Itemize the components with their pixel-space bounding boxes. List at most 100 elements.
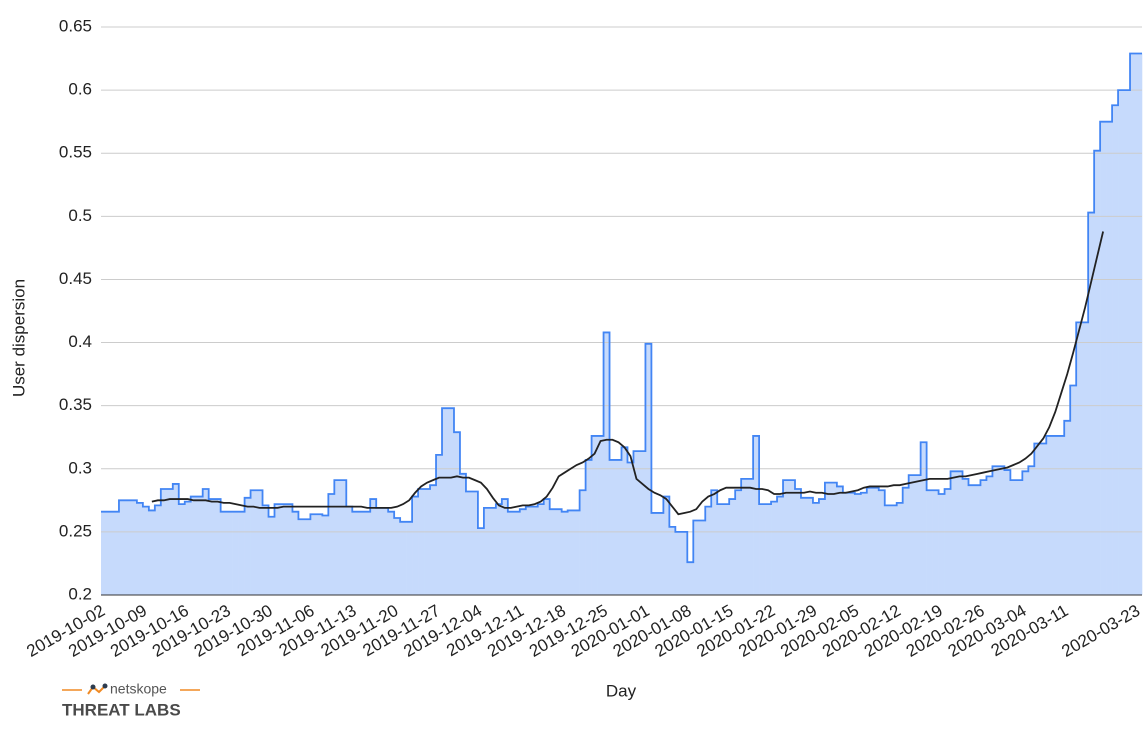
y-tick-label: 0.55 xyxy=(59,143,92,162)
area-step xyxy=(525,506,533,595)
y-tick-label: 0.5 xyxy=(68,206,92,225)
area-step xyxy=(579,490,586,595)
area-step xyxy=(639,451,646,595)
area-step xyxy=(812,502,820,595)
area-step xyxy=(1040,443,1047,595)
area-step xyxy=(920,442,927,595)
area-step xyxy=(1016,480,1023,595)
area-step xyxy=(214,499,221,595)
area-step xyxy=(196,496,204,595)
area-step xyxy=(645,343,652,595)
area-step xyxy=(543,499,551,595)
area-step xyxy=(208,499,215,595)
area-step xyxy=(675,531,682,595)
area-step xyxy=(842,492,850,595)
area-step xyxy=(1004,470,1011,595)
area-step xyxy=(573,510,580,595)
area-step xyxy=(591,435,598,595)
logo-label: THREAT LABS xyxy=(62,700,181,719)
area-step xyxy=(723,504,730,595)
y-tick-label: 0.6 xyxy=(68,80,92,99)
area-step xyxy=(908,475,915,595)
area-step xyxy=(771,501,778,595)
y-tick-label: 0.2 xyxy=(68,584,92,603)
logo-brand: netskope xyxy=(110,681,167,697)
area-step xyxy=(376,507,383,595)
step-outline xyxy=(101,52,1142,564)
area-step xyxy=(160,488,168,595)
area-step xyxy=(1136,53,1143,596)
area-step xyxy=(471,491,479,595)
area-step xyxy=(286,504,293,595)
area-step xyxy=(657,512,664,595)
area-step xyxy=(495,504,503,595)
grid xyxy=(101,26,1142,596)
area-step xyxy=(914,475,921,595)
area-step xyxy=(382,507,389,595)
area-step xyxy=(759,504,766,595)
y-tick-label: 0.25 xyxy=(59,521,92,540)
area-step xyxy=(795,488,802,595)
area-step xyxy=(394,518,401,595)
area-step xyxy=(806,497,814,595)
area-step xyxy=(902,487,909,595)
area-step xyxy=(1106,121,1113,596)
area-step xyxy=(346,506,353,595)
area-step xyxy=(747,478,754,595)
area-step xyxy=(453,432,461,595)
area-step xyxy=(627,462,634,595)
area-step xyxy=(430,485,437,595)
area-step xyxy=(513,511,521,595)
area-step xyxy=(998,466,1005,595)
area-step xyxy=(830,482,838,595)
series-lines xyxy=(101,52,1142,564)
area-step xyxy=(328,494,335,595)
area-step xyxy=(783,480,790,595)
area-step xyxy=(154,505,162,595)
area-step xyxy=(166,488,174,595)
y-axis-title: User dispersion xyxy=(9,279,28,397)
area-step xyxy=(489,507,497,595)
area-step xyxy=(424,488,431,595)
area-step xyxy=(531,506,539,595)
area-step xyxy=(753,435,760,595)
area-step xyxy=(477,528,485,595)
area-step xyxy=(190,496,198,595)
logo: netskope THREAT LABS xyxy=(62,681,200,719)
area-step xyxy=(986,476,993,595)
area-step xyxy=(1058,435,1065,595)
area-step xyxy=(1064,420,1071,595)
area-step xyxy=(256,490,263,595)
area-step xyxy=(1112,105,1119,595)
area-step xyxy=(585,459,592,595)
area-step xyxy=(1094,150,1101,595)
area-step xyxy=(519,509,527,595)
y-tick-label: 0.4 xyxy=(68,332,92,351)
area-step xyxy=(699,520,706,595)
area-step xyxy=(621,447,628,595)
area-step xyxy=(651,512,658,595)
logo-icon xyxy=(102,683,108,689)
area-step xyxy=(1034,443,1041,595)
area-step xyxy=(896,502,903,595)
area-step xyxy=(687,562,694,595)
area-step xyxy=(136,502,144,595)
area-step xyxy=(298,519,305,595)
area-step xyxy=(980,480,987,595)
area-step xyxy=(178,504,186,595)
area-step xyxy=(465,491,473,595)
area-step xyxy=(101,511,108,595)
area-step xyxy=(310,514,317,595)
area-step xyxy=(124,500,132,595)
area-step xyxy=(142,506,150,595)
area-step xyxy=(992,466,999,595)
area-step xyxy=(418,488,425,595)
area-step xyxy=(436,454,443,595)
area-step xyxy=(848,492,856,595)
area-step xyxy=(818,499,826,595)
area-step xyxy=(836,486,844,595)
area-step xyxy=(609,459,616,595)
area-step xyxy=(615,459,622,595)
area-step xyxy=(944,488,951,595)
